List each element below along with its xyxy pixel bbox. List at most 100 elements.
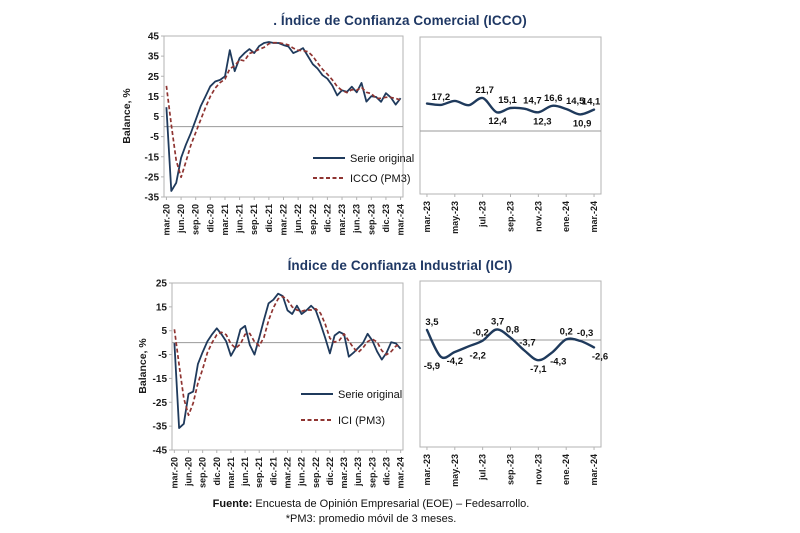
y-tick-label: -15 — [145, 152, 160, 163]
x-tick-label: jul.-23 — [478, 201, 488, 228]
x-tick-label: jun.-21 — [235, 204, 245, 234]
icco-left-original-line — [165, 41, 402, 192]
x-tick-label: sep.-22 — [308, 204, 318, 235]
y-tick-label: -35 — [153, 422, 168, 433]
x-tick-label: mar.-22 — [283, 457, 293, 489]
y-tick-label: 15 — [148, 92, 160, 103]
x-tick-label: mar.-24 — [589, 454, 599, 486]
x-tick-label: sep.-23 — [366, 204, 376, 235]
x-tick-label: dic.-23 — [381, 204, 391, 233]
x-tick-label: may.-23 — [450, 201, 460, 234]
x-tick-label: dic.-21 — [264, 204, 274, 233]
x-tick-label: mar.-24 — [396, 457, 406, 489]
data-label: 14,1 — [582, 97, 601, 108]
data-label: -4,3 — [550, 356, 566, 367]
x-tick-label: mar.-20 — [161, 204, 171, 236]
y-tick-label: 15 — [156, 302, 168, 313]
y-tick-label: 35 — [148, 52, 160, 63]
x-tick-label: dic.-20 — [212, 457, 222, 486]
y-tick-label: -35 — [145, 193, 160, 204]
data-label: 12,4 — [488, 116, 507, 127]
source-text: Encuesta de Opinión Empresarial (EOE) – … — [252, 498, 530, 510]
x-tick-label: jun.-21 — [240, 457, 250, 487]
icco-right-line — [425, 96, 596, 116]
data-label: 0,2 — [560, 326, 573, 337]
icco-left-ylabel: Balance, % — [121, 88, 133, 144]
x-tick-label: jun.-22 — [297, 457, 307, 487]
x-tick-label: may.-23 — [450, 454, 460, 487]
y-tick-label: 5 — [161, 326, 167, 337]
x-tick-label: ene.-24 — [561, 201, 571, 232]
data-label: 21,7 — [475, 85, 494, 96]
x-tick-label: mar.-23 — [422, 201, 432, 233]
y-tick-label: -5 — [158, 350, 167, 361]
x-tick-label: mar.-23 — [337, 204, 347, 236]
x-tick-label: jun.-20 — [184, 457, 194, 487]
icco-left-panel: mar.-20 jun.-20 sep.-20 dic.-20 mar.-21 jun.-… — [121, 32, 414, 236]
data-label: -4,2 — [447, 356, 463, 367]
x-tick-label: mar.-24 — [589, 201, 599, 233]
x-tick-label: sep.-23 — [506, 454, 516, 485]
x-tick-label: jun.-20 — [176, 204, 186, 234]
x-tick-label: mar.-24 — [396, 204, 406, 236]
ici-right-panel: mar.-23 may.-23 jul.-23 sep.-23 nov.-23 ene.-… — [419, 280, 609, 487]
y-tick-label: -25 — [153, 398, 168, 409]
legend-label-pm3: ICCO (PM3) — [350, 173, 411, 185]
x-tick-label: sep.-23 — [367, 457, 377, 488]
icco-right-x-axis-labels: mar.-23 may.-23 jul.-23 sep.-23 nov.-23 ene.-… — [422, 194, 599, 234]
data-label: -2,2 — [470, 350, 486, 361]
ici-left-pm3-line — [173, 295, 401, 417]
icco-right-panel: mar.-23 may.-23 jul.-23 sep.-23 nov.-23 ene.-… — [419, 36, 602, 234]
y-tick-label: 25 — [156, 279, 168, 290]
data-label: -3,7 — [519, 338, 535, 349]
data-label: 12,3 — [533, 116, 552, 127]
icco-right-plot-border — [419, 36, 602, 195]
data-label: 10,9 — [573, 118, 592, 129]
icco-title: . Índice de Confianza Comercial (ICCO) — [273, 13, 527, 28]
legend-label-original: Serie original — [338, 389, 402, 401]
data-label: 3,7 — [491, 316, 504, 327]
x-tick-label: sep.-22 — [311, 457, 321, 488]
icco-left-pm3-line — [165, 41, 401, 179]
ici-right-x-axis-labels: mar.-23 may.-23 jul.-23 sep.-23 nov.-23 ene.-… — [422, 447, 599, 487]
y-tick-label: -25 — [145, 172, 160, 183]
x-tick-label: jun.-23 — [353, 457, 363, 487]
x-tick-label: dic.-23 — [382, 457, 392, 486]
source-line: Fuente: Encuesta de Opinión Empresarial … — [0, 497, 742, 512]
x-tick-label: jul.-23 — [478, 454, 488, 481]
ici-title: Índice de Confianza Industrial (ICI) — [287, 258, 513, 273]
x-tick-label: mar.-20 — [169, 457, 179, 489]
x-tick-label: mar.-23 — [422, 454, 432, 486]
x-tick-label: jun.-22 — [293, 204, 303, 234]
y-tick-label: -15 — [153, 374, 168, 385]
data-label: 15,1 — [498, 95, 517, 106]
x-tick-label: sep.-23 — [506, 201, 516, 232]
x-tick-label: nov.-23 — [533, 454, 543, 485]
x-tick-label: mar.-22 — [279, 204, 289, 236]
ici-right-line — [425, 328, 596, 362]
data-label: 17,2 — [432, 92, 451, 103]
data-label: -7,1 — [530, 364, 547, 375]
ici-left-legend: Serie original ICI (PM3) — [301, 389, 402, 427]
data-label: 16,6 — [544, 93, 563, 104]
data-label: -0,2 — [472, 328, 488, 339]
x-tick-label: mar.-21 — [226, 457, 236, 489]
x-tick-label: sep.-21 — [254, 457, 264, 488]
x-tick-label: sep.-20 — [198, 457, 208, 488]
icco-left-x-axis-labels: mar.-20 jun.-20 sep.-20 dic.-20 mar.-21 jun.-… — [161, 197, 406, 236]
data-label: 0,8 — [506, 325, 519, 336]
ici-left-original-line — [173, 292, 402, 430]
x-tick-label: sep.-20 — [191, 204, 201, 235]
source-label: Fuente: — [212, 498, 253, 510]
x-tick-label: nov.-23 — [533, 201, 543, 232]
data-label: 3,5 — [425, 317, 439, 328]
legend-label-original: Serie original — [350, 153, 414, 165]
x-tick-label: jun.-23 — [352, 204, 362, 234]
data-label: 14,7 — [523, 96, 542, 107]
x-tick-label: dic.-21 — [268, 457, 278, 486]
ici-right-data-labels: 3,5 -5,9 -4,2 -2,2 -0,23,70,8-3,7 -7,1-4,3 0,2… — [424, 316, 609, 375]
y-tick-label: 45 — [148, 32, 160, 43]
ici-left-y-axis-labels: 25 15 5 -5 -15 -25 -35 -45 — [153, 279, 172, 457]
